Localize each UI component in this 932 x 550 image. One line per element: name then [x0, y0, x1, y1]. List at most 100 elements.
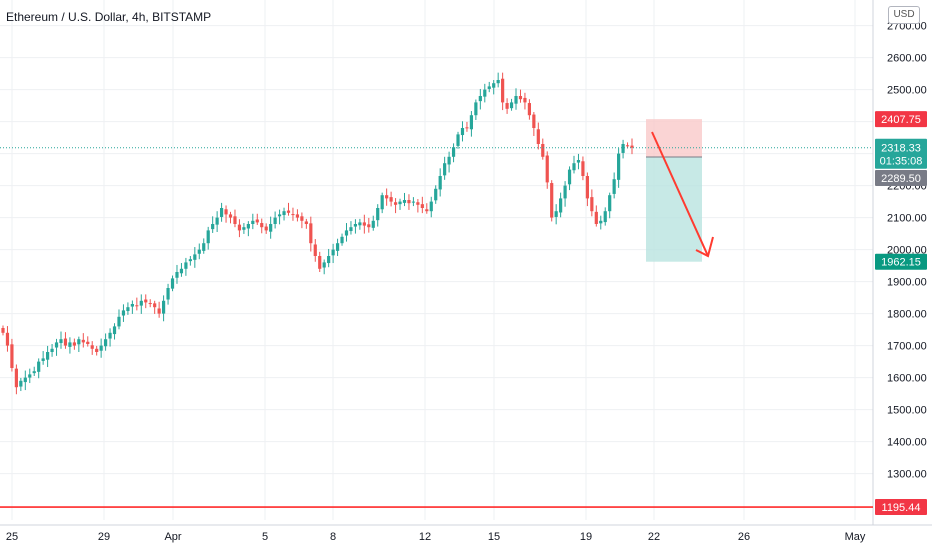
y-tick-label: 2100.00 [887, 213, 927, 225]
candle [277, 214, 282, 217]
candle [625, 145, 630, 147]
candle [309, 223, 313, 244]
y-tick-label: 2000.00 [887, 245, 927, 257]
candle [344, 230, 349, 236]
candle [153, 303, 157, 308]
candle [175, 272, 179, 278]
candle [170, 278, 175, 289]
candle [121, 310, 126, 316]
candle [322, 262, 326, 268]
stop-price-badge[interactable] [875, 111, 927, 128]
candle [157, 308, 161, 314]
candle [536, 129, 540, 144]
candle [335, 243, 340, 251]
candle [362, 222, 366, 226]
candle [367, 224, 371, 228]
line-price-badge[interactable] [875, 499, 927, 516]
candle [63, 338, 68, 346]
candle [514, 96, 518, 104]
candle [496, 80, 500, 84]
candle [14, 368, 18, 388]
candle [376, 208, 380, 221]
candle [313, 244, 317, 256]
candle [215, 217, 219, 225]
candle [112, 326, 117, 335]
y-tick-label: 1900.00 [887, 277, 927, 289]
candle [282, 211, 286, 216]
candle [304, 221, 308, 224]
candle [420, 204, 424, 208]
x-tick-label: May [845, 531, 866, 543]
y-tick-label: 1300.00 [887, 469, 927, 481]
target-price-badge[interactable] [875, 253, 927, 270]
candle [541, 144, 545, 157]
candle [572, 163, 576, 171]
x-tick-label: Apr [164, 531, 181, 543]
last-price-label: 2318.33 [881, 143, 921, 155]
candle [286, 210, 291, 213]
candle [81, 339, 85, 343]
entry-price-badge[interactable] [875, 169, 927, 186]
candle [554, 211, 558, 217]
candle [416, 202, 420, 205]
candle [269, 224, 273, 232]
candle [193, 254, 197, 260]
candle [563, 185, 567, 199]
candle [443, 163, 447, 176]
candle [166, 288, 170, 300]
candle [456, 134, 460, 146]
y-tick-label: 1400.00 [887, 437, 927, 449]
symbol-title: Ethereum / U.S. Dollar, 4h, BITSTAMP [6, 10, 211, 24]
countdown-label: 01:35:08 [880, 156, 923, 168]
x-tick-label: 5 [262, 531, 268, 543]
candle [23, 377, 27, 383]
candle [77, 339, 81, 345]
candle [358, 222, 362, 226]
y-tick-label: 2500.00 [887, 85, 927, 97]
arrow-shaft[interactable] [651, 131, 709, 257]
candle [576, 160, 581, 163]
candle [184, 262, 188, 269]
x-tick-label: 15 [488, 531, 500, 543]
candle [90, 345, 94, 349]
candle [46, 352, 50, 360]
candle [251, 220, 255, 224]
stop-price-badge-label: 2407.75 [881, 114, 921, 126]
candle [327, 256, 331, 264]
y-tick-label: 1700.00 [887, 341, 927, 353]
candle [1, 328, 5, 333]
candle [99, 345, 103, 351]
candle [447, 156, 451, 165]
candle [10, 344, 14, 368]
y-tick-label: 1500.00 [887, 405, 927, 417]
candle [318, 256, 322, 269]
candle [550, 183, 554, 218]
x-tick-label: 22 [648, 531, 660, 543]
candle [211, 224, 215, 230]
candle [460, 128, 465, 136]
candle [532, 114, 536, 128]
candle [72, 342, 76, 346]
candle [567, 169, 572, 185]
x-tick-label: 26 [738, 531, 750, 543]
line-price-badge-label: 1195.44 [882, 502, 921, 514]
candle [224, 209, 228, 215]
candle [237, 224, 242, 231]
x-tick-label: 29 [98, 531, 110, 543]
arrow-head [695, 236, 714, 258]
candle [179, 268, 184, 274]
candle [295, 214, 300, 218]
candle [340, 236, 344, 244]
candle [523, 97, 527, 103]
take-profit-zone[interactable] [646, 156, 702, 262]
candle [469, 115, 474, 130]
y-tick-label: 1800.00 [887, 309, 927, 321]
candle [32, 371, 36, 374]
candle [108, 332, 112, 339]
currency-button[interactable]: USD [888, 6, 920, 24]
candle [501, 78, 505, 103]
last-price-badge[interactable] [875, 138, 927, 169]
x-tick-label: 12 [419, 531, 431, 543]
candle [126, 307, 130, 312]
